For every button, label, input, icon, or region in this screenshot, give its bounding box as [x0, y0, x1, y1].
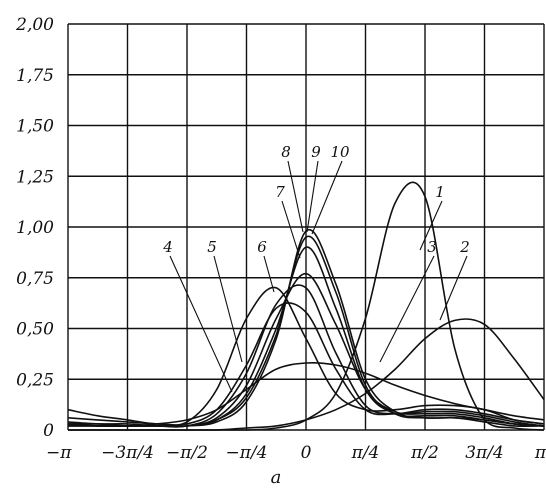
y-tick-label-1: 0,25: [16, 370, 54, 390]
series-label-1: 1: [435, 183, 445, 201]
x-tick-label-7: 3π/4: [465, 443, 504, 463]
leader-line-3: [379, 255, 435, 363]
x-tick-label-3: −π/4: [226, 443, 268, 463]
x-tick-label-0: −π: [46, 443, 72, 463]
leader-line-9: [306, 160, 319, 233]
series-line-2: [68, 318, 545, 431]
leader-line-10: [311, 160, 343, 235]
series-label-9: 9: [311, 143, 321, 161]
leader-line-8: [287, 160, 304, 233]
y-tick-label-8: 2,00: [15, 15, 54, 35]
series-leader-lines: [169, 160, 468, 393]
series-label-5: 5: [207, 238, 217, 256]
x-tick-label-1: −3π/4: [101, 443, 154, 463]
x-tick-label-5: π/4: [351, 443, 380, 463]
y-axis-tick-labels: 0 0,25 0,50 0,75 1,00 1,25 1,50 1,75 2,00: [15, 15, 54, 441]
series-lines: [67, 181, 545, 431]
series-label-3: 3: [427, 238, 437, 256]
leader-line-4: [169, 255, 233, 393]
series-line-10: [67, 228, 545, 428]
series-label-4: 4: [162, 238, 173, 256]
series-label-6: 6: [257, 238, 267, 256]
leader-line-1: [419, 200, 443, 251]
x-tick-label-4: 0: [301, 443, 312, 463]
y-tick-label-5: 1,25: [16, 167, 54, 187]
series-line-5: [67, 302, 545, 426]
series-label-8: 8: [281, 143, 291, 161]
y-tick-label-6: 1,50: [16, 117, 54, 137]
y-tick-label-3: 0,75: [16, 269, 54, 289]
series-label-7: 7: [275, 183, 285, 201]
leader-line-7: [281, 200, 301, 259]
x-axis-tick-labels: −π −3π/4 −π/2 −π/4 0 π/4 π/2 3π/4 π: [46, 443, 546, 463]
grid: [67, 23, 545, 431]
y-tick-label-7: 1,75: [16, 66, 54, 86]
x-tick-label-8: π: [534, 443, 546, 463]
leader-line-6: [263, 255, 275, 293]
y-tick-label-4: 1,00: [16, 218, 54, 238]
x-tick-label-2: −π/2: [166, 443, 208, 463]
x-tick-label-6: π/2: [410, 443, 439, 463]
y-tick-label-2: 0,50: [16, 320, 54, 340]
leader-line-2: [439, 255, 468, 321]
y-tick-label-0: 0: [43, 421, 54, 441]
series-label-10: 10: [330, 143, 350, 161]
series-labels: 1 2 3 4 5 6 7 8 9 10: [162, 143, 470, 256]
figure-caption: a: [271, 467, 282, 488]
leader-line-5: [213, 255, 243, 363]
series-label-2: 2: [459, 238, 470, 256]
